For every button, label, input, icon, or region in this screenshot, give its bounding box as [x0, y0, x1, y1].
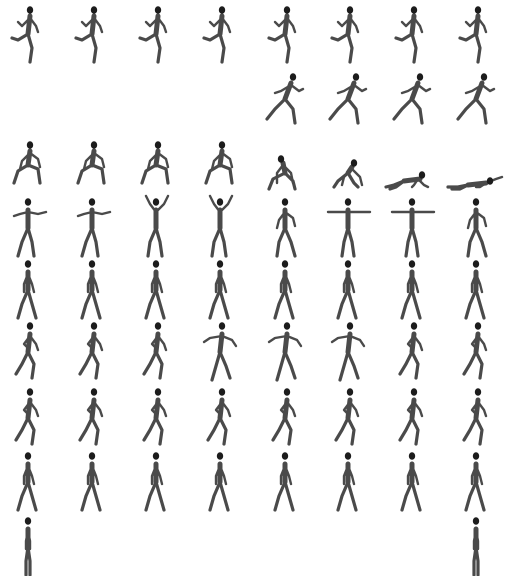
- figure-run-start-1: [10, 6, 40, 64]
- figure-walk-4: [208, 260, 230, 320]
- figure-jog-5: [271, 388, 297, 446]
- figure-run-start-6: [330, 6, 360, 64]
- figure-run-lean-8: [456, 73, 496, 125]
- figure-fall-down-2: [76, 141, 106, 185]
- figure-jog-arms-8: [462, 322, 488, 380]
- figure-jog-arms-5: [267, 322, 303, 382]
- figure-walk-3: [144, 260, 166, 320]
- figure-stand-1: [24, 517, 32, 576]
- figure-fall-down-8: [446, 175, 504, 191]
- figure-walk-2-4: [208, 452, 230, 512]
- figure-jog-4: [206, 388, 232, 446]
- figure-jog-3: [142, 388, 168, 446]
- figure-walk-2-1: [16, 452, 38, 512]
- figure-run-lean-7: [392, 73, 432, 125]
- figure-fall-down-5: [267, 155, 297, 191]
- figure-arms-raise-6: [326, 198, 372, 258]
- figure-jog-2: [78, 388, 104, 446]
- figure-walk-8: [464, 260, 486, 320]
- figure-arms-raise-5: [275, 198, 297, 258]
- figure-jog-arms-2: [78, 322, 104, 380]
- figure-fall-down-4: [204, 141, 234, 185]
- figure-walk-2: [80, 260, 102, 320]
- figure-arms-raise-2: [76, 198, 112, 258]
- figure-walk-1: [16, 260, 38, 320]
- figure-walk-2-6: [336, 452, 358, 512]
- figure-arms-raise-1: [12, 198, 48, 258]
- figure-walk-2-7: [400, 452, 422, 512]
- figure-arms-raise-4: [208, 194, 234, 258]
- figure-jog-8: [462, 388, 488, 446]
- figure-walk-5: [273, 260, 295, 320]
- figure-arms-raise-8: [466, 198, 488, 258]
- figure-jog-arms-3: [142, 322, 168, 380]
- figure-stand-8: [472, 517, 480, 576]
- figure-walk-2-3: [144, 452, 166, 512]
- figure-jog-6: [334, 388, 360, 446]
- figure-fall-down-7: [384, 171, 430, 191]
- figure-run-start-2: [74, 6, 104, 64]
- figure-jog-arms-4: [202, 322, 238, 382]
- figure-run-start-5: [267, 6, 297, 64]
- figure-run-lean-6: [328, 73, 368, 125]
- figure-walk-7: [400, 260, 422, 320]
- figure-run-start-3: [138, 6, 168, 64]
- figure-run-start-7: [394, 6, 424, 64]
- figure-jog-arms-6: [330, 322, 366, 382]
- figure-run-start-4: [202, 6, 232, 64]
- figure-fall-down-6: [332, 159, 364, 189]
- figure-walk-2-2: [80, 452, 102, 512]
- figure-fall-down-3: [140, 141, 170, 185]
- figure-arms-raise-3: [144, 194, 170, 258]
- figure-run-start-8: [458, 6, 488, 64]
- figure-walk-2-8: [464, 452, 486, 512]
- figure-arms-raise-7: [390, 198, 436, 258]
- figure-walk-6: [336, 260, 358, 320]
- figure-jog-arms-7: [398, 322, 424, 380]
- figure-jog-arms-1: [14, 322, 40, 380]
- figure-jog-7: [398, 388, 424, 446]
- figure-walk-2-5: [273, 452, 295, 512]
- figure-jog-1: [14, 388, 40, 446]
- figure-run-lean-5: [265, 73, 305, 125]
- figure-fall-down-1: [12, 141, 42, 185]
